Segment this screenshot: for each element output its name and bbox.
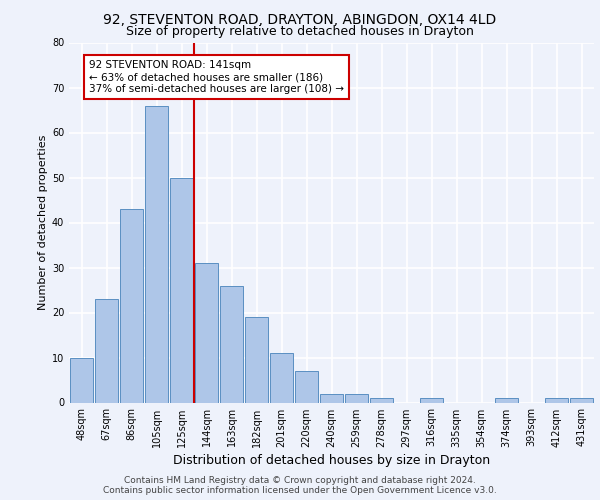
Y-axis label: Number of detached properties: Number of detached properties (38, 135, 47, 310)
Bar (269, 353, 293, 403)
Bar (119, 209, 143, 402)
Bar (419, 398, 443, 402)
Bar (245, 317, 268, 402)
Bar (494, 398, 518, 402)
X-axis label: Distribution of detached houses by size in Drayton: Distribution of detached houses by size … (173, 454, 490, 466)
Bar (145, 106, 169, 403)
Bar (295, 371, 319, 402)
Text: 92 STEVENTON ROAD: 141sqm
← 63% of detached houses are smaller (186)
37% of semi: 92 STEVENTON ROAD: 141sqm ← 63% of detac… (89, 60, 344, 94)
Text: Size of property relative to detached houses in Drayton: Size of property relative to detached ho… (126, 25, 474, 38)
Bar (569, 398, 593, 402)
Bar (170, 178, 193, 402)
Text: Contains public sector information licensed under the Open Government Licence v3: Contains public sector information licen… (103, 486, 497, 495)
Text: Contains HM Land Registry data © Crown copyright and database right 2024.: Contains HM Land Registry data © Crown c… (124, 476, 476, 485)
Bar (545, 398, 568, 402)
Bar (194, 263, 218, 402)
Bar (370, 398, 394, 402)
Bar (220, 286, 244, 403)
Bar (344, 394, 368, 402)
Bar (320, 394, 343, 402)
Bar (70, 358, 94, 403)
Text: 92, STEVENTON ROAD, DRAYTON, ABINGDON, OX14 4LD: 92, STEVENTON ROAD, DRAYTON, ABINGDON, O… (103, 12, 497, 26)
Bar (95, 299, 118, 403)
